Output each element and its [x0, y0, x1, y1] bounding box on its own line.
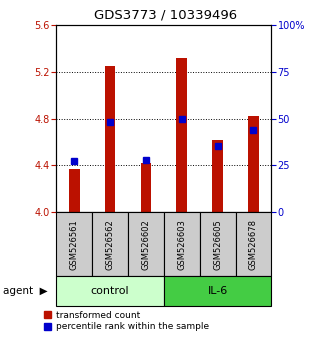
Text: IL-6: IL-6	[208, 286, 228, 296]
Bar	[236, 212, 271, 276]
Bar	[105, 66, 116, 212]
Bar	[69, 169, 79, 212]
Bar	[56, 276, 164, 306]
Bar	[128, 212, 164, 276]
Text: GDS3773 / 10339496: GDS3773 / 10339496	[94, 9, 237, 22]
Text: GSM526678: GSM526678	[249, 219, 258, 270]
Bar	[176, 58, 187, 212]
Text: GSM526605: GSM526605	[213, 219, 222, 270]
Text: GSM526561: GSM526561	[70, 219, 79, 270]
Bar	[200, 212, 236, 276]
Bar	[164, 212, 200, 276]
Text: GSM526603: GSM526603	[177, 219, 186, 270]
Bar	[248, 116, 259, 212]
Text: GSM526562: GSM526562	[106, 219, 115, 270]
Text: agent  ▶: agent ▶	[3, 286, 48, 296]
Text: GSM526602: GSM526602	[141, 219, 150, 270]
Legend: transformed count, percentile rank within the sample: transformed count, percentile rank withi…	[44, 311, 209, 331]
Bar	[92, 212, 128, 276]
Bar	[212, 140, 223, 212]
Bar	[164, 276, 271, 306]
Text: control: control	[91, 286, 129, 296]
Bar	[141, 163, 151, 212]
Bar	[56, 212, 92, 276]
